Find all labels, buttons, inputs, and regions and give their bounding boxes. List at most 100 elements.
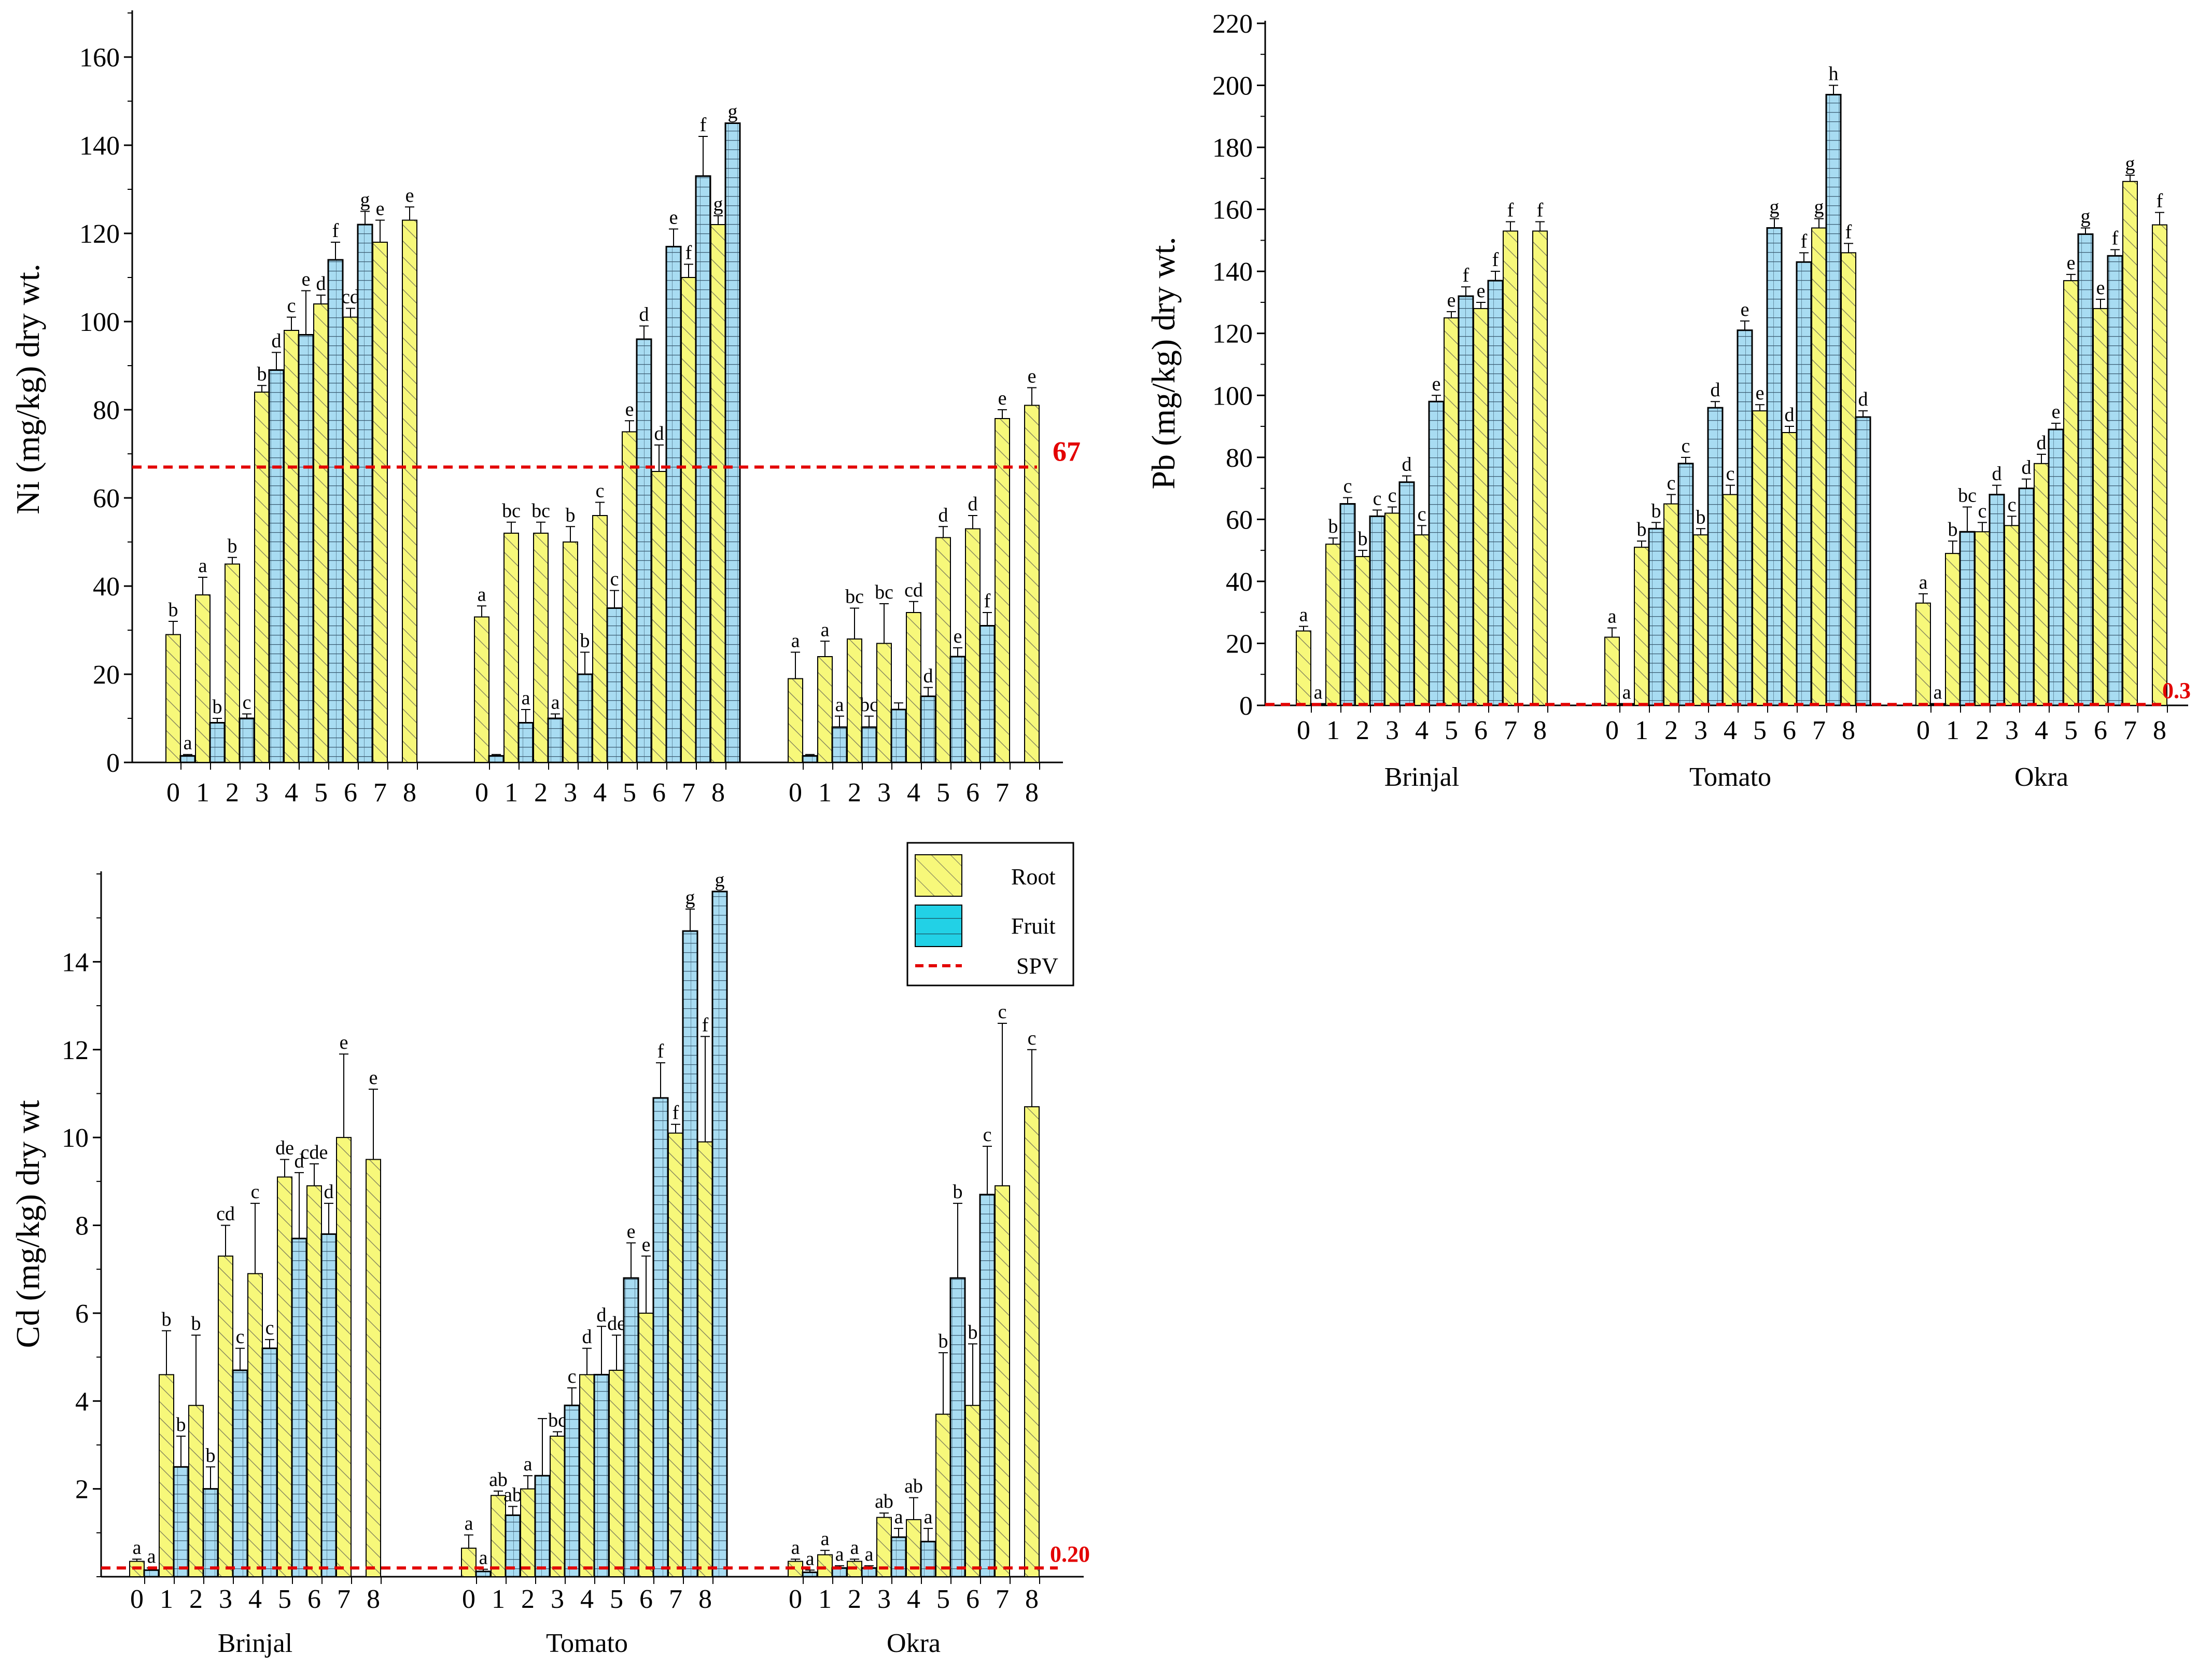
root-significance-letter: ab [875,1491,893,1512]
fruit-significance-letter: g [1770,197,1780,218]
root-significance-letter: cd [216,1203,235,1225]
fruit-bar [320,1233,337,1578]
fruit-significance-letter: d [324,1181,334,1203]
fruit-significance-letter: a [835,1544,844,1565]
root-significance-letter: a [1919,572,1928,593]
fruit-bar [209,722,226,763]
fruit-significance-letter: d [639,304,649,326]
root-significance-letter: b [228,535,237,557]
fruit-bar [636,338,652,763]
fruit-bar [606,607,623,763]
x-category-label: 3 [1694,716,1707,745]
fruit-bar [652,1097,669,1578]
root-significance-letter: a [821,1528,830,1550]
x-category-label: 8 [403,778,416,808]
root-bar [1915,602,1931,706]
root-bar [2004,525,2020,706]
x-category-label: 3 [2005,716,2019,745]
root-bar [817,1554,833,1577]
group-label: Tomato [1689,762,1771,792]
x-category-label: 3 [255,778,269,808]
fruit-significance-letter: c [265,1317,274,1339]
y-tick-label: 14 [62,948,89,977]
root-bar [681,277,696,763]
x-category-label: 5 [278,1584,291,1614]
legend-root-swatch [915,854,962,897]
root-significance-letter: f [2157,190,2163,212]
root-bar [313,303,329,763]
root-bar [935,537,951,763]
root-bar [592,515,608,763]
x-category-label: 2 [848,778,861,808]
x-category-label: 4 [248,1584,262,1614]
fruit-bar [357,224,373,763]
x-category-label: 8 [1533,716,1547,745]
x-category-label: 7 [682,778,695,808]
fruit-significance-letter: c [243,692,251,714]
root-bar [1384,512,1400,706]
root-significance-letter: f [673,1102,679,1124]
root-significance-letter: b [169,599,178,621]
root-significance-letter: d [582,1326,592,1348]
group-label: Okra [2014,762,2068,792]
root-significance-letter: g [713,193,723,215]
fruit-significance-letter: d [1402,454,1412,476]
fruit-significance-letter: c [1373,488,1382,509]
fruit-bar [920,1540,936,1578]
root-significance-letter: cd [341,286,360,308]
root-bar [935,1413,951,1577]
root-bar [2122,180,2138,706]
x-category-label: 4 [1415,716,1429,745]
root-significance-letter: b [1328,516,1338,537]
root-significance-letter: b [162,1309,172,1330]
x-category-label: 6 [966,778,979,808]
root-significance-letter: a [199,555,207,577]
root-bar [1945,553,1961,706]
x-category-label: 0 [462,1584,475,1614]
x-category-label: 5 [623,778,636,808]
x-category-label: 4 [907,1584,920,1614]
root-bar [1841,252,1856,706]
root-bar [247,1273,263,1577]
root-bar [1296,630,1311,706]
root-significance-letter: d [654,423,664,444]
fruit-significance-letter: e [1432,373,1441,395]
fruit-significance-letter: f [332,220,339,242]
root-significance-letter: de [275,1137,294,1159]
fruit-bar [979,625,996,763]
root-significance-letter: e [1477,280,1486,302]
x-category-label: 1 [492,1584,505,1614]
root-bar [461,1547,477,1577]
fruit-bar [593,1373,610,1578]
fruit-bar [920,696,936,763]
root-significance-letter: c [1978,500,1987,522]
legend-root-label: Root [1011,864,1056,889]
y-tick-label: 20 [93,660,120,690]
y-axis-label: Pb (mg/kg) dry wt. [1145,237,1182,489]
x-category-label: 5 [610,1584,623,1614]
spv-value-label: 0.20 [1050,1541,1090,1567]
root-significance-letter: e [1756,382,1765,404]
fruit-bar [1428,400,1445,706]
fruit-bar [268,369,285,763]
root-bar [402,219,417,763]
root-significance-letter: g [2125,153,2135,175]
root-bar [284,330,299,763]
legend-spv-label: SPV [1016,953,1058,979]
root-significance-letter: f [1537,200,1544,221]
root-bar [474,616,489,763]
root-significance-letter: ab [904,1476,923,1497]
root-significance-letter: bc [502,500,521,522]
fruit-bar [695,175,711,763]
root-significance-letter: c [1667,472,1676,494]
x-category-label: 0 [1297,716,1310,745]
x-category-label: 0 [789,778,802,808]
y-tick-label: 160 [79,43,120,73]
root-bar [668,1132,683,1577]
root-significance-letter: g [1814,197,1824,218]
fruit-bar [802,755,818,763]
x-category-label: 0 [166,778,180,808]
root-bar [1975,531,1990,706]
